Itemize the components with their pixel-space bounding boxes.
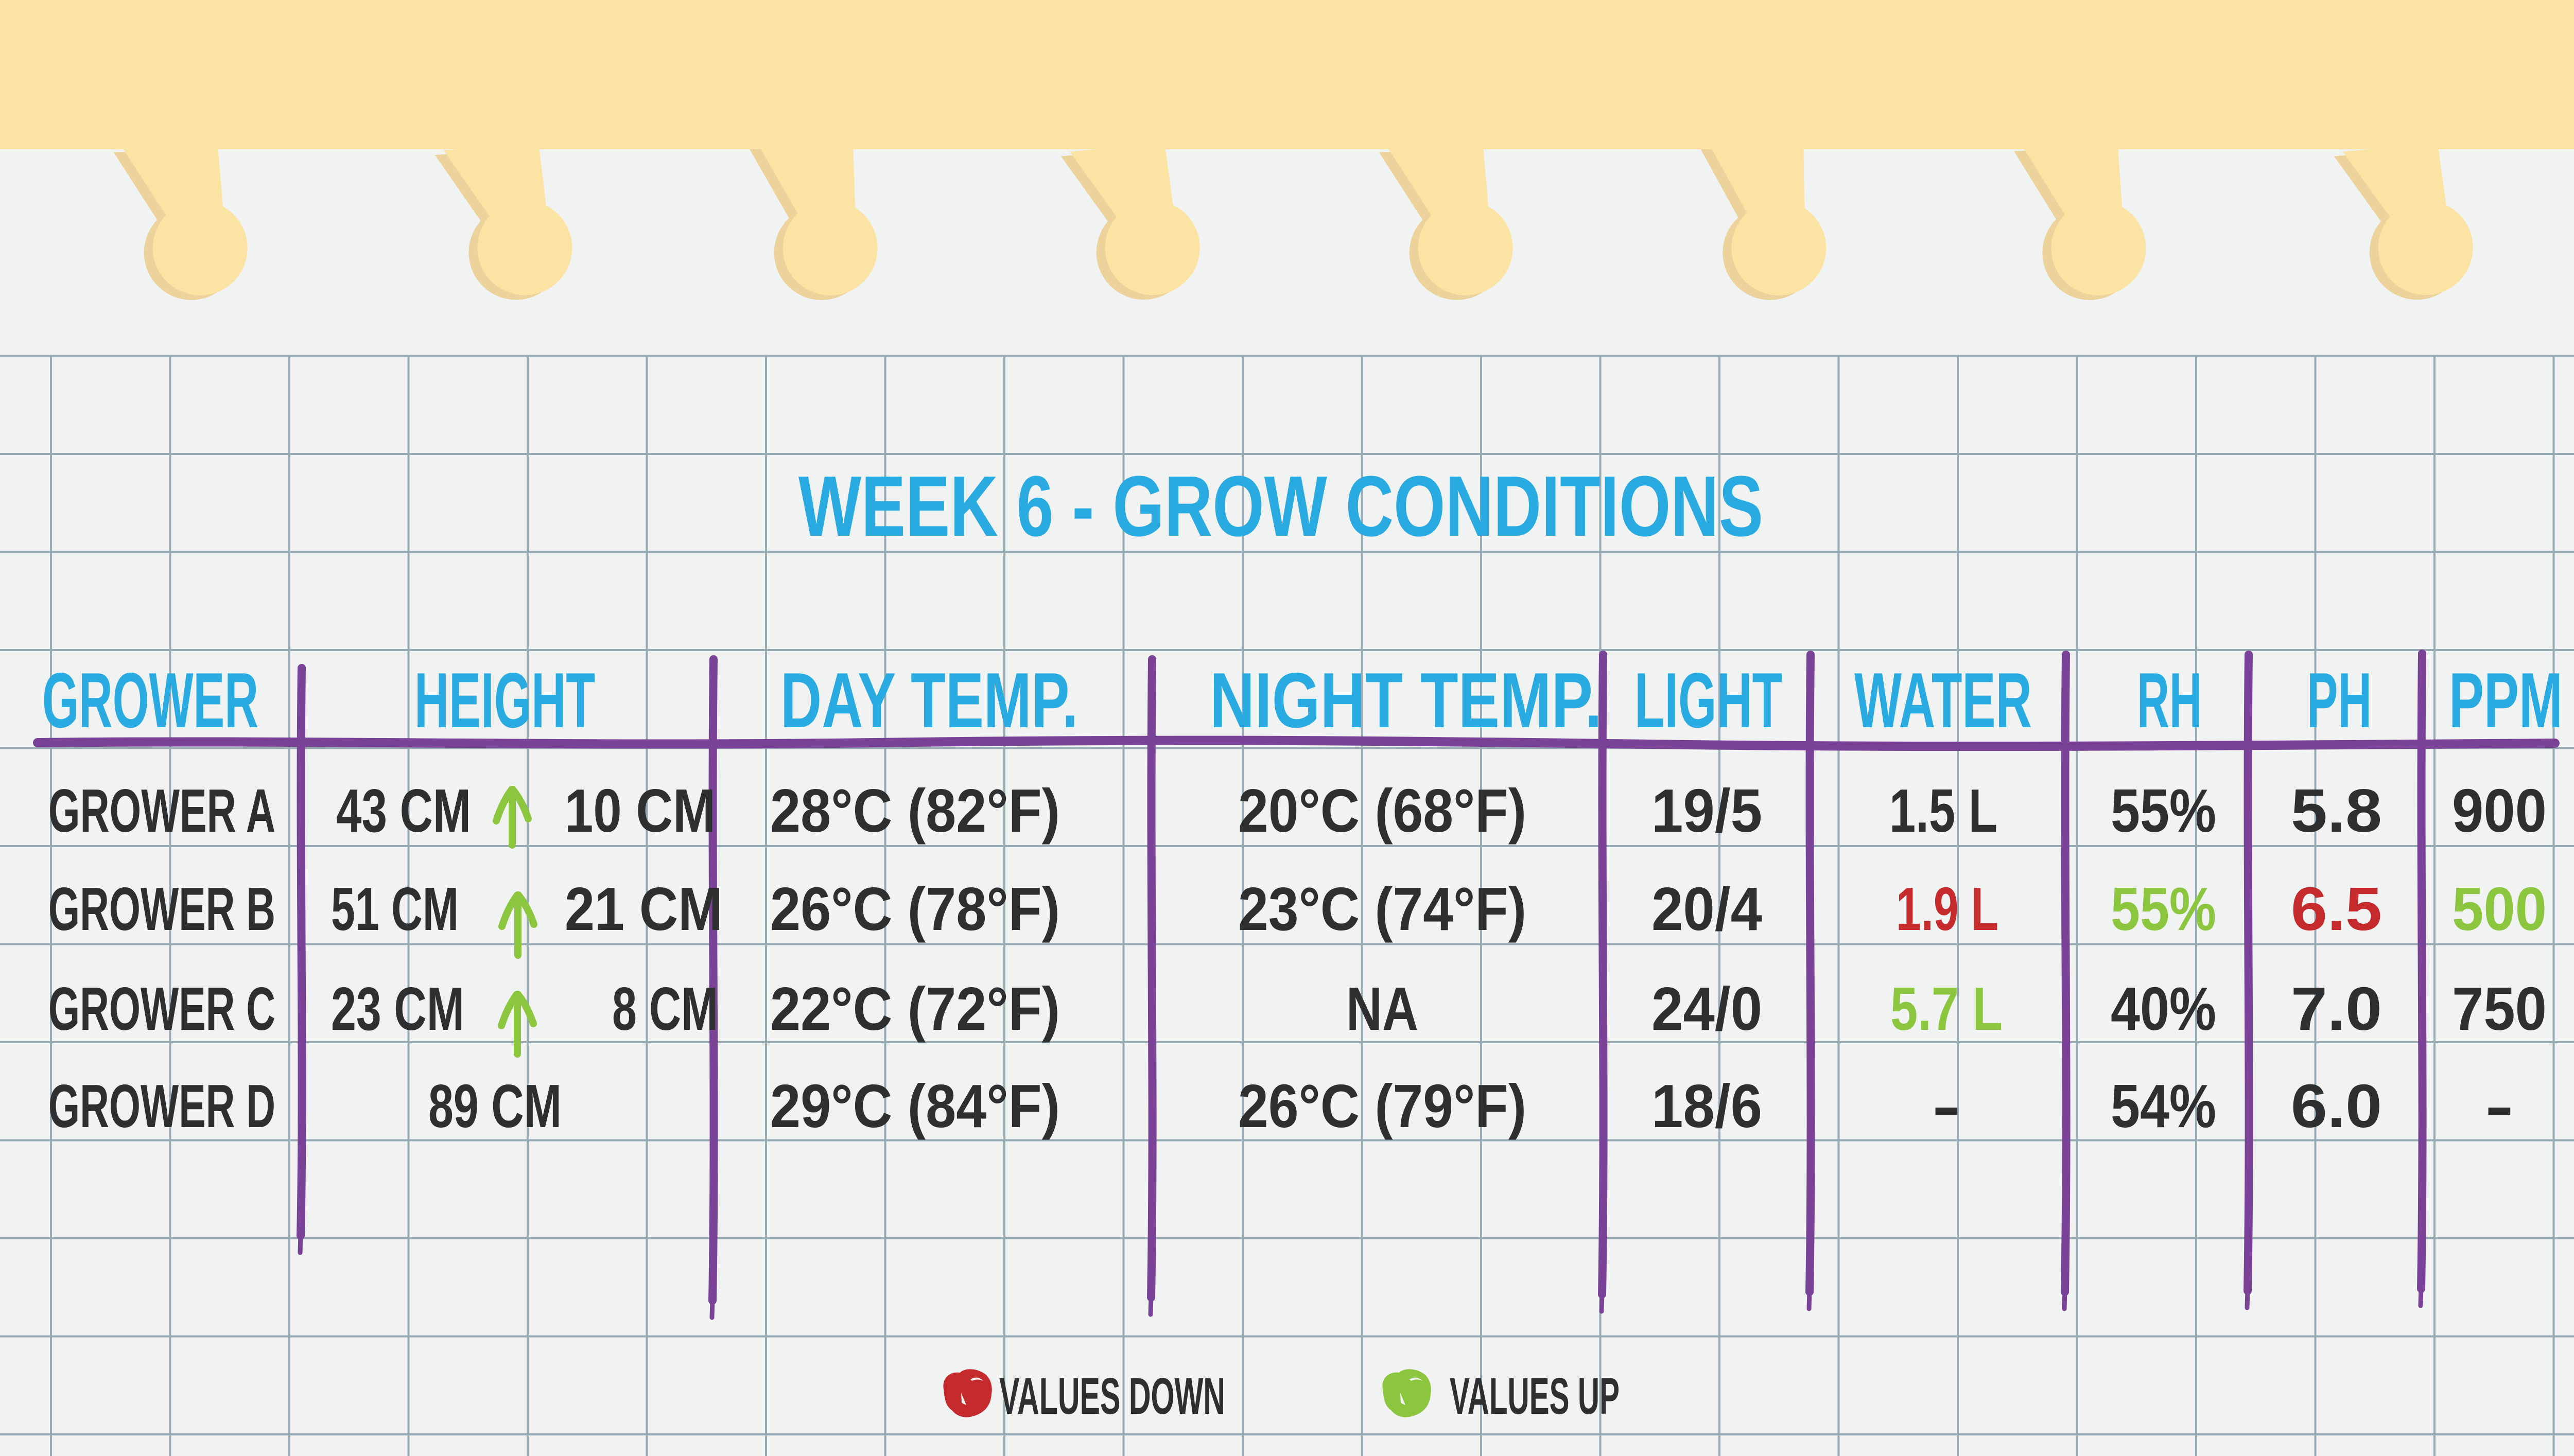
- svg-text:LIGHT: LIGHT: [1634, 657, 1782, 744]
- svg-text:29°C (84°F): 29°C (84°F): [770, 1072, 1060, 1141]
- svg-text:WATER: WATER: [1854, 657, 2032, 744]
- svg-text:5.7 L: 5.7 L: [1890, 975, 2003, 1043]
- svg-text:6.5: 6.5: [2291, 875, 2382, 943]
- svg-text:-: -: [1932, 1072, 1961, 1141]
- svg-text:19/5: 19/5: [1651, 777, 1762, 845]
- svg-text:51 CM: 51 CM: [331, 875, 459, 943]
- svg-text:7.0: 7.0: [2291, 975, 2382, 1043]
- svg-text:26°C (79°F): 26°C (79°F): [1238, 1072, 1526, 1141]
- svg-text:GROWER C: GROWER C: [48, 975, 275, 1043]
- svg-text:1.5 L: 1.5 L: [1889, 777, 1997, 845]
- svg-text:55%: 55%: [2111, 875, 2216, 943]
- svg-text:89 CM: 89 CM: [428, 1072, 562, 1141]
- svg-text:NA: NA: [1346, 975, 1418, 1043]
- svg-text:DAY TEMP.: DAY TEMP.: [780, 657, 1078, 744]
- svg-text:900: 900: [2452, 777, 2547, 845]
- svg-text:RH: RH: [2137, 657, 2202, 744]
- svg-text:750: 750: [2452, 975, 2547, 1043]
- svg-text:40%: 40%: [2111, 975, 2216, 1043]
- svg-text:54%: 54%: [2111, 1072, 2216, 1141]
- svg-text:28°C (82°F): 28°C (82°F): [770, 777, 1060, 845]
- svg-text:PH: PH: [2307, 657, 2372, 744]
- svg-text:NIGHT TEMP.: NIGHT TEMP.: [1210, 657, 1602, 744]
- svg-text:26°C (78°F): 26°C (78°F): [770, 875, 1060, 943]
- svg-text:-: -: [2485, 1072, 2514, 1141]
- svg-text:GROWER: GROWER: [42, 657, 258, 744]
- svg-text:24/0: 24/0: [1651, 975, 1762, 1043]
- svg-text:21 CM: 21 CM: [565, 875, 723, 943]
- svg-text:WEEK 6 - GROW CONDITIONS: WEEK 6 - GROW CONDITIONS: [798, 459, 1763, 554]
- svg-text:43 CM: 43 CM: [336, 777, 471, 845]
- svg-text:23°C (74°F): 23°C (74°F): [1238, 875, 1526, 943]
- svg-text:23 CM: 23 CM: [331, 975, 464, 1043]
- svg-text:20°C (68°F): 20°C (68°F): [1238, 777, 1526, 845]
- svg-text:VALUES DOWN: VALUES DOWN: [999, 1367, 1225, 1425]
- svg-text:VALUES UP: VALUES UP: [1450, 1367, 1620, 1425]
- svg-text:10 CM: 10 CM: [565, 777, 716, 845]
- svg-text:20/4: 20/4: [1651, 875, 1762, 943]
- svg-text:GROWER A: GROWER A: [48, 777, 275, 845]
- svg-text:GROWER D: GROWER D: [48, 1072, 275, 1141]
- svg-text:8 CM: 8 CM: [612, 975, 718, 1043]
- svg-text:5.8: 5.8: [2291, 777, 2382, 845]
- svg-text:PPM: PPM: [2449, 657, 2563, 744]
- svg-text:55%: 55%: [2111, 777, 2216, 845]
- svg-text:1.9 L: 1.9 L: [1896, 875, 1998, 943]
- svg-text:22°C (72°F): 22°C (72°F): [770, 975, 1060, 1043]
- svg-text:HEIGHT: HEIGHT: [414, 657, 595, 744]
- svg-text:500: 500: [2452, 875, 2547, 943]
- svg-text:18/6: 18/6: [1651, 1072, 1762, 1141]
- svg-text:GROWER B: GROWER B: [48, 875, 275, 943]
- svg-text:6.0: 6.0: [2291, 1072, 2382, 1141]
